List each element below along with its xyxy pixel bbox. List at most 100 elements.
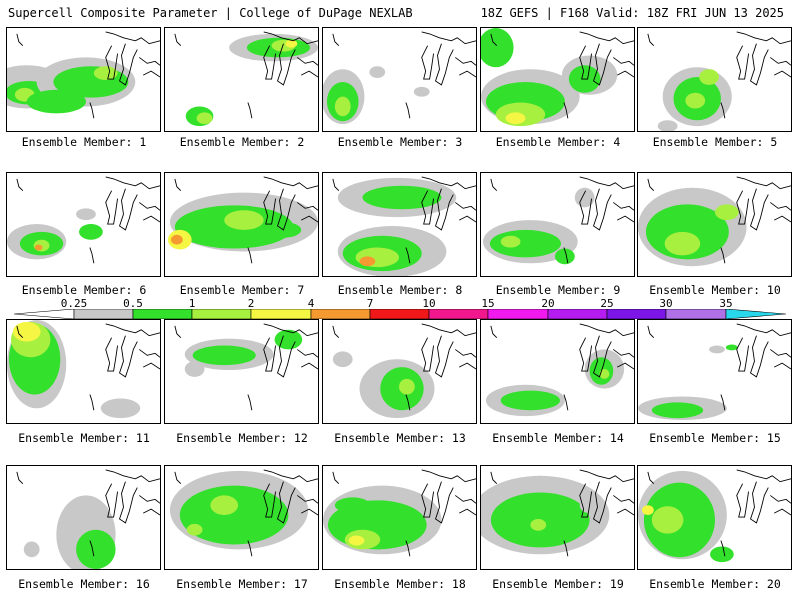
scp-contour-fill [210,495,239,516]
great-lakes-coastline [332,176,476,264]
great-lakes-coastline [174,469,318,557]
ensemble-member-map-20 [637,465,792,570]
scp-contour-fill [500,390,560,411]
colorbar-segment [132,309,193,319]
great-lakes-coastline [174,176,318,264]
colorbar-tick-label: 10 [422,297,436,310]
scp-contour-fill [500,235,521,248]
ensemble-member-map-16 [6,465,161,570]
ensemble-member-map-6 [6,172,161,277]
great-lakes-coastline [490,176,634,264]
colorbar-tick-label: 0.5 [123,297,143,310]
scp-contour-fill [399,378,415,395]
colorbar-segment [487,309,549,319]
ensemble-member-label: Ensemble Member: 17 [176,577,308,591]
ensemble-member-map-5 [637,27,792,132]
scp-contour-fill [196,112,213,125]
great-lakes-coastline [647,323,791,411]
scp-contour-fill [714,204,739,221]
ensemble-member-map-1 [6,27,161,132]
header-right-title: 18Z GEFS | F168 Valid: 18Z FRI JUN 13 20… [480,6,784,20]
colorbar-tick-label: 7 [366,297,374,310]
ensemble-member-map-12 [164,319,319,424]
ensemble-member-label: Ensemble Member: 19 [492,577,624,591]
ensemble-member-label: Ensemble Member: 16 [18,577,150,591]
scp-contour-fill [34,244,43,251]
ensemble-member-label: Ensemble Member: 12 [176,431,308,445]
scp-contour-fill [26,89,86,114]
ensemble-member-map-18 [322,465,477,570]
colorbar-segment [369,309,430,319]
scp-contour-fill [285,39,298,48]
colorbar-tick-label: 15 [481,297,495,310]
ensemble-member-label: Ensemble Member: 1 [21,135,147,149]
ensemble-member-label: Ensemble Member: 13 [334,431,466,445]
ensemble-member-map-10 [637,172,792,277]
colorbar-segment [191,309,252,319]
scp-contour-fill [599,369,610,379]
great-lakes-coastline [332,323,476,411]
colorbar-tick-label: 1 [188,297,196,310]
ensemble-member-label: Ensemble Member: 2 [179,135,305,149]
scp-contour-fill [699,69,719,85]
colorbar-segment [250,309,312,319]
ensemble-member-map-3 [322,27,477,132]
ensemble-member-label: Ensemble Member: 8 [337,283,463,297]
ensemble-member-label: Ensemble Member: 15 [649,431,781,445]
scp-contour-fill [224,210,264,230]
ensemble-member-label: Ensemble Member: 5 [652,135,778,149]
scp-contour-fill [651,402,704,419]
colorbar-segment [665,309,727,319]
ensemble-member-map-8 [322,172,477,277]
colorbar-tick-label: 35 [719,297,733,310]
colorbar-tick-label: 0.25 [60,297,88,310]
ensemble-member-map-15 [637,319,792,424]
scp-contour-fill [574,187,595,208]
scp-contour-fill [413,86,430,97]
ensemble-member-label: Ensemble Member: 4 [495,135,621,149]
ensemble-member-label: Ensemble Member: 11 [18,431,150,445]
scp-contour-fill [530,518,547,531]
colorbar-under-triangle [13,309,75,319]
ensemble-member-map-4 [480,27,635,132]
scp-contour-fill [12,321,41,342]
scp-contour-fill [685,92,706,109]
scp-contour-fill [186,523,203,536]
colorbar-segment [606,309,667,319]
ensemble-member-label: Ensemble Member: 10 [649,283,781,297]
great-lakes-coastline [647,31,791,119]
colorbar-over-triangle [725,309,787,319]
great-lakes-coastline [332,31,476,119]
ensemble-member-label: Ensemble Member: 6 [21,283,147,297]
scp-contour-fill [332,351,353,368]
great-lakes-coastline [490,323,634,411]
great-lakes-coastline [174,323,318,411]
ensemble-member-label: Ensemble Member: 20 [649,577,781,591]
ensemble-member-label: Ensemble Member: 18 [334,577,466,591]
scp-contour-fill [709,345,725,354]
scp-contour-fill [664,231,701,256]
great-lakes-coastline [16,323,160,411]
ensemble-member-map-14 [480,319,635,424]
scp-contour-fill [725,344,738,351]
great-lakes-coastline [647,469,791,557]
scp-contour-fill [76,529,116,569]
scp-contour-fill [489,229,561,258]
ensemble-member-label: Ensemble Member: 7 [179,283,305,297]
scp-contour-fill [348,535,365,546]
great-lakes-coastline [16,31,160,119]
ensemble-member-map-17 [164,465,319,570]
colorbar-tick-label: 2 [247,297,255,310]
scp-contour-fill [369,66,386,79]
colorbar-segment [428,309,489,319]
great-lakes-coastline [332,469,476,557]
header-left-title: Supercell Composite Parameter | College … [8,6,413,20]
ensemble-member-map-2 [164,27,319,132]
ensemble-member-label: Ensemble Member: 9 [495,283,621,297]
scp-contour-fill [481,28,514,68]
scp-contour-fill [657,120,678,131]
great-lakes-coastline [490,469,634,557]
scp-contour-fill [651,506,684,534]
colorbar-segment [547,309,608,319]
great-lakes-coastline [647,176,791,264]
